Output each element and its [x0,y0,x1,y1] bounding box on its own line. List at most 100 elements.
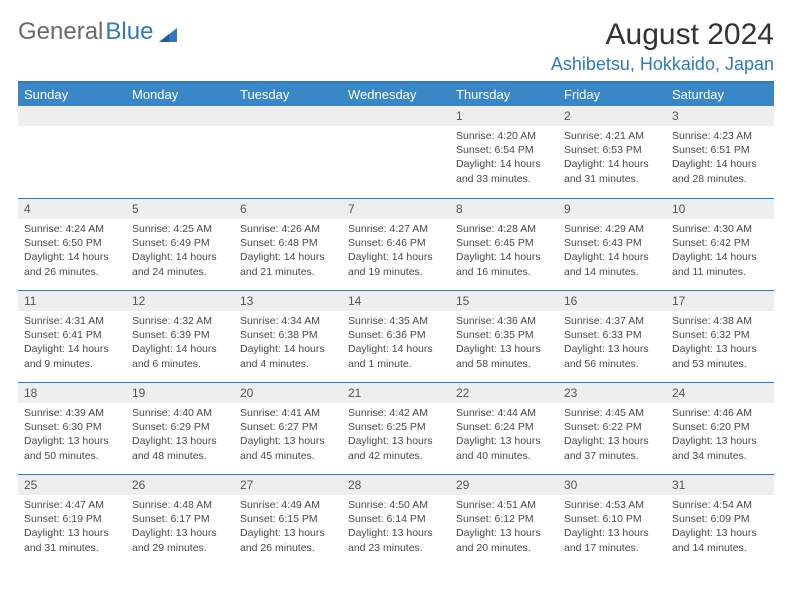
daylight-line: Daylight: 14 hours and 31 minutes. [564,157,660,185]
day-number: 10 [666,198,774,219]
header: GeneralBlue August 2024 Ashibetsu, Hokka… [18,18,774,75]
sunrise-line: Sunrise: 4:25 AM [132,222,228,236]
day-number: 4 [18,198,126,219]
daylight-line: Daylight: 13 hours and 53 minutes. [672,342,768,370]
sunset-line: Sunset: 6:42 PM [672,236,768,250]
daylight-line: Daylight: 13 hours and 37 minutes. [564,434,660,462]
sunrise-line: Sunrise: 4:29 AM [564,222,660,236]
sunset-line: Sunset: 6:51 PM [672,143,768,157]
location-subtitle: Ashibetsu, Hokkaido, Japan [551,54,774,75]
day-details: Sunrise: 4:37 AMSunset: 6:33 PMDaylight:… [558,311,666,375]
day-details: Sunrise: 4:39 AMSunset: 6:30 PMDaylight:… [18,403,126,467]
calendar-week-row: 1Sunrise: 4:20 AMSunset: 6:54 PMDaylight… [18,106,774,198]
day-number: 7 [342,198,450,219]
daylight-line: Daylight: 13 hours and 14 minutes. [672,526,768,554]
day-details: Sunrise: 4:30 AMSunset: 6:42 PMDaylight:… [666,219,774,283]
calendar-cell: 6Sunrise: 4:26 AMSunset: 6:48 PMDaylight… [234,198,342,290]
sunset-line: Sunset: 6:38 PM [240,328,336,342]
sunrise-line: Sunrise: 4:34 AM [240,314,336,328]
day-number: 1 [450,106,558,126]
calendar-cell: 18Sunrise: 4:39 AMSunset: 6:30 PMDayligh… [18,382,126,474]
day-details: Sunrise: 4:46 AMSunset: 6:20 PMDaylight:… [666,403,774,467]
sunrise-line: Sunrise: 4:30 AM [672,222,768,236]
sunset-line: Sunset: 6:45 PM [456,236,552,250]
sunset-line: Sunset: 6:49 PM [132,236,228,250]
day-number: 29 [450,474,558,495]
daylight-line: Daylight: 13 hours and 34 minutes. [672,434,768,462]
sunset-line: Sunset: 6:15 PM [240,512,336,526]
day-number: 14 [342,290,450,311]
day-number: 22 [450,382,558,403]
calendar-cell: 19Sunrise: 4:40 AMSunset: 6:29 PMDayligh… [126,382,234,474]
calendar-cell: 14Sunrise: 4:35 AMSunset: 6:36 PMDayligh… [342,290,450,382]
daylight-line: Daylight: 13 hours and 48 minutes. [132,434,228,462]
day-number: 3 [666,106,774,126]
sunset-line: Sunset: 6:43 PM [564,236,660,250]
daylight-line: Daylight: 14 hours and 9 minutes. [24,342,120,370]
sunrise-line: Sunrise: 4:49 AM [240,498,336,512]
sunset-line: Sunset: 6:30 PM [24,420,120,434]
sunrise-line: Sunrise: 4:42 AM [348,406,444,420]
day-details: Sunrise: 4:40 AMSunset: 6:29 PMDaylight:… [126,403,234,467]
day-number: 27 [234,474,342,495]
logo: GeneralBlue [18,18,179,46]
daylight-line: Daylight: 14 hours and 26 minutes. [24,250,120,278]
daylight-line: Daylight: 13 hours and 20 minutes. [456,526,552,554]
day-details: Sunrise: 4:24 AMSunset: 6:50 PMDaylight:… [18,219,126,283]
calendar-week-row: 4Sunrise: 4:24 AMSunset: 6:50 PMDaylight… [18,198,774,290]
day-details: Sunrise: 4:45 AMSunset: 6:22 PMDaylight:… [558,403,666,467]
sunrise-line: Sunrise: 4:44 AM [456,406,552,420]
sunrise-line: Sunrise: 4:50 AM [348,498,444,512]
calendar-cell: 24Sunrise: 4:46 AMSunset: 6:20 PMDayligh… [666,382,774,474]
daylight-line: Daylight: 14 hours and 16 minutes. [456,250,552,278]
day-number: 25 [18,474,126,495]
sunrise-line: Sunrise: 4:37 AM [564,314,660,328]
day-number: 24 [666,382,774,403]
logo-text-gray: General [18,18,103,46]
calendar-cell: 22Sunrise: 4:44 AMSunset: 6:24 PMDayligh… [450,382,558,474]
daylight-line: Daylight: 13 hours and 50 minutes. [24,434,120,462]
calendar-week-row: 25Sunrise: 4:47 AMSunset: 6:19 PMDayligh… [18,474,774,566]
sunrise-line: Sunrise: 4:28 AM [456,222,552,236]
sunset-line: Sunset: 6:12 PM [456,512,552,526]
daylight-line: Daylight: 13 hours and 58 minutes. [456,342,552,370]
daylight-line: Daylight: 13 hours and 26 minutes. [240,526,336,554]
calendar-cell: 8Sunrise: 4:28 AMSunset: 6:45 PMDaylight… [450,198,558,290]
calendar-cell: 29Sunrise: 4:51 AMSunset: 6:12 PMDayligh… [450,474,558,566]
empty-daynum [18,106,126,126]
sunset-line: Sunset: 6:39 PM [132,328,228,342]
logo-text-blue: Blue [105,18,153,46]
daylight-line: Daylight: 13 hours and 56 minutes. [564,342,660,370]
calendar-cell: 1Sunrise: 4:20 AMSunset: 6:54 PMDaylight… [450,106,558,198]
calendar-cell [126,106,234,198]
day-details: Sunrise: 4:47 AMSunset: 6:19 PMDaylight:… [18,495,126,559]
day-details: Sunrise: 4:54 AMSunset: 6:09 PMDaylight:… [666,495,774,559]
day-number: 12 [126,290,234,311]
sunset-line: Sunset: 6:17 PM [132,512,228,526]
day-details: Sunrise: 4:26 AMSunset: 6:48 PMDaylight:… [234,219,342,283]
sunset-line: Sunset: 6:25 PM [348,420,444,434]
day-details: Sunrise: 4:21 AMSunset: 6:53 PMDaylight:… [558,126,666,190]
daylight-line: Daylight: 13 hours and 40 minutes. [456,434,552,462]
weekday-header: Saturday [666,82,774,106]
calendar-cell: 27Sunrise: 4:49 AMSunset: 6:15 PMDayligh… [234,474,342,566]
day-details: Sunrise: 4:49 AMSunset: 6:15 PMDaylight:… [234,495,342,559]
day-number: 11 [18,290,126,311]
day-details: Sunrise: 4:48 AMSunset: 6:17 PMDaylight:… [126,495,234,559]
day-details: Sunrise: 4:42 AMSunset: 6:25 PMDaylight:… [342,403,450,467]
sunset-line: Sunset: 6:53 PM [564,143,660,157]
calendar-cell: 21Sunrise: 4:42 AMSunset: 6:25 PMDayligh… [342,382,450,474]
sunset-line: Sunset: 6:48 PM [240,236,336,250]
logo-sail-icon [157,23,179,41]
daylight-line: Daylight: 14 hours and 33 minutes. [456,157,552,185]
day-details: Sunrise: 4:53 AMSunset: 6:10 PMDaylight:… [558,495,666,559]
weekday-header: Wednesday [342,82,450,106]
sunset-line: Sunset: 6:54 PM [456,143,552,157]
sunrise-line: Sunrise: 4:40 AM [132,406,228,420]
day-number: 26 [126,474,234,495]
sunrise-line: Sunrise: 4:46 AM [672,406,768,420]
sunset-line: Sunset: 6:32 PM [672,328,768,342]
daylight-line: Daylight: 14 hours and 4 minutes. [240,342,336,370]
weekday-header: Thursday [450,82,558,106]
day-details: Sunrise: 4:23 AMSunset: 6:51 PMDaylight:… [666,126,774,190]
